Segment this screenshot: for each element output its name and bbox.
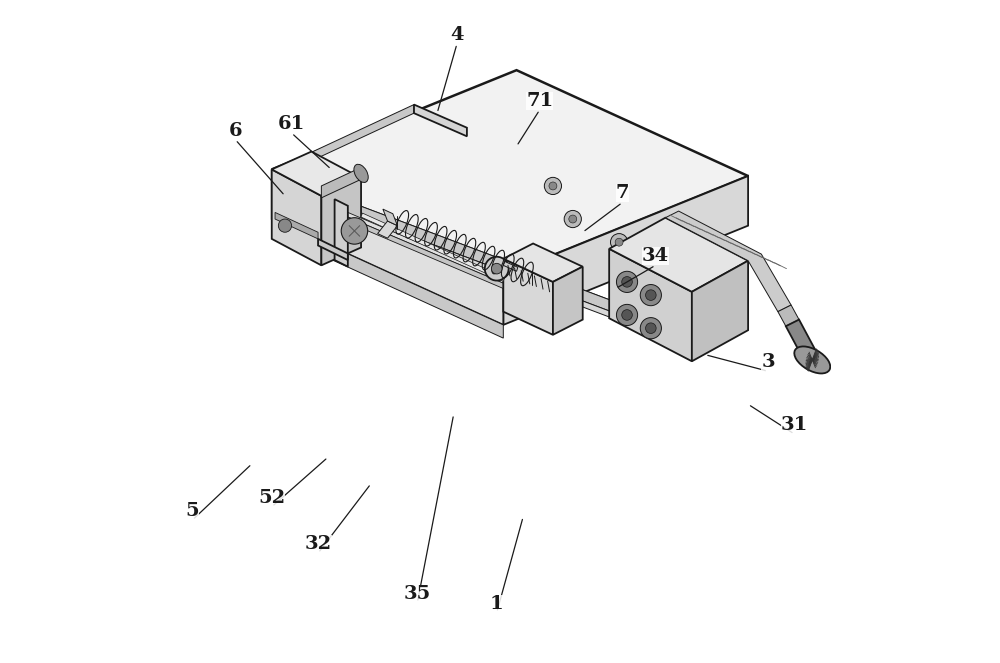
Polygon shape	[361, 213, 505, 281]
Circle shape	[622, 276, 632, 287]
Polygon shape	[272, 170, 321, 265]
Circle shape	[485, 257, 509, 280]
Text: 5: 5	[186, 502, 199, 520]
Polygon shape	[272, 105, 414, 179]
Circle shape	[646, 290, 656, 300]
Circle shape	[544, 177, 562, 194]
Polygon shape	[503, 261, 518, 271]
Ellipse shape	[794, 347, 830, 373]
Polygon shape	[348, 217, 503, 288]
Circle shape	[616, 304, 638, 326]
Text: 6: 6	[229, 121, 242, 140]
Polygon shape	[553, 267, 583, 335]
Circle shape	[610, 233, 628, 251]
Circle shape	[615, 238, 623, 246]
Circle shape	[569, 215, 577, 223]
Circle shape	[622, 310, 632, 320]
Text: 7: 7	[616, 184, 629, 202]
Polygon shape	[378, 221, 397, 238]
Polygon shape	[272, 170, 503, 325]
Circle shape	[341, 217, 368, 244]
Text: 71: 71	[526, 92, 553, 110]
Text: 3: 3	[761, 353, 775, 371]
Polygon shape	[272, 70, 748, 275]
Polygon shape	[335, 199, 348, 267]
Circle shape	[640, 284, 661, 306]
Polygon shape	[348, 212, 503, 283]
Polygon shape	[323, 192, 611, 307]
Polygon shape	[325, 192, 611, 312]
Circle shape	[491, 263, 502, 274]
Polygon shape	[778, 305, 799, 326]
Polygon shape	[323, 204, 611, 317]
Circle shape	[564, 210, 581, 227]
Circle shape	[549, 182, 557, 190]
Text: 35: 35	[404, 585, 431, 603]
Polygon shape	[692, 261, 748, 361]
Polygon shape	[503, 243, 583, 282]
Polygon shape	[275, 212, 318, 239]
Circle shape	[646, 323, 656, 333]
Polygon shape	[609, 249, 692, 361]
Text: 32: 32	[304, 535, 332, 553]
Text: 4: 4	[450, 26, 464, 44]
Polygon shape	[321, 178, 361, 265]
Polygon shape	[318, 239, 348, 260]
Polygon shape	[786, 320, 819, 363]
Text: 34: 34	[642, 247, 669, 265]
Circle shape	[278, 219, 292, 232]
Text: 52: 52	[258, 489, 285, 507]
Polygon shape	[414, 105, 467, 137]
Polygon shape	[321, 168, 361, 198]
Circle shape	[640, 318, 661, 339]
Polygon shape	[383, 209, 397, 225]
Polygon shape	[503, 259, 553, 335]
Text: 31: 31	[781, 416, 808, 434]
Ellipse shape	[354, 164, 368, 182]
Text: 1: 1	[490, 595, 504, 613]
Text: 61: 61	[278, 115, 305, 133]
Polygon shape	[272, 152, 361, 196]
Polygon shape	[272, 219, 503, 338]
Polygon shape	[609, 217, 748, 292]
Circle shape	[616, 271, 638, 292]
Polygon shape	[503, 176, 748, 325]
Polygon shape	[665, 211, 791, 312]
